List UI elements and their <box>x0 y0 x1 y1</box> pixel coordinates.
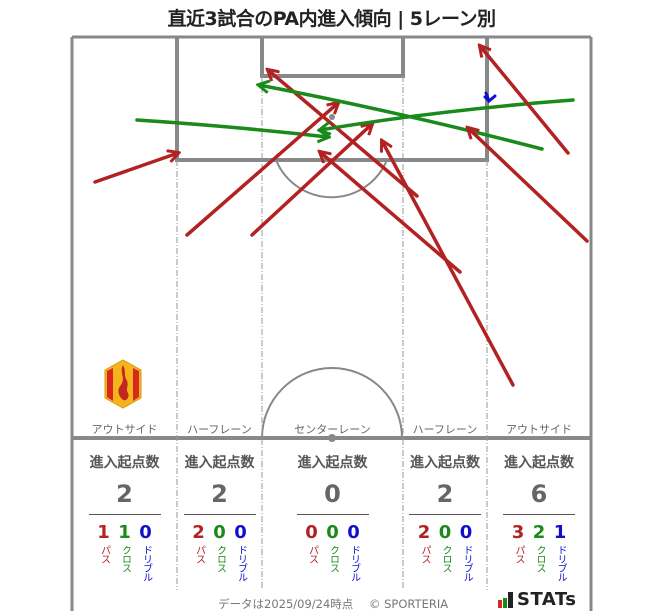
dribble-label: ドリブル <box>348 545 360 581</box>
lane-label-right-halfspace: ハーフレーン <box>412 423 478 436</box>
stats-header: 進入起点数 <box>504 455 574 471</box>
pass-arrow <box>185 103 338 237</box>
cross-label: クロス <box>534 545 545 572</box>
cross-count: 0 <box>213 522 226 543</box>
bar-chart-logo-icon <box>498 591 513 608</box>
lane-stats-right-outside: 進入起点数 6 3 パス 2 クロス 1 ドリブル <box>487 452 591 581</box>
stats-header: 進入起点数 <box>184 455 255 471</box>
cross-count: 0 <box>326 522 339 543</box>
pass-arrow <box>93 153 178 184</box>
dribble-count: 0 <box>347 522 360 543</box>
team-crest-icon <box>104 359 142 409</box>
divider <box>409 514 481 515</box>
pass-count: 0 <box>305 522 318 543</box>
cross-arrow <box>135 118 328 137</box>
dribble-count: 0 <box>459 522 473 543</box>
dribble-label: ドリブル <box>555 545 566 581</box>
dribble-count: 1 <box>553 522 567 543</box>
dribble-arrow <box>483 91 497 104</box>
entry-total: 2 <box>436 480 454 508</box>
pass-count: 1 <box>97 522 110 543</box>
lane-stats-center: 進入起点数 0 0 パス 0 クロス 0 ドリブル <box>262 452 403 581</box>
stats-logo: STATs <box>498 589 576 610</box>
lane-stats-right-halfspace: 進入起点数 2 2 パス 0 クロス 0 ドリブル <box>403 452 487 581</box>
brand-name: STATs <box>517 589 577 610</box>
entry-total: 6 <box>530 480 548 508</box>
copyright: © SPORTERIA <box>368 597 449 611</box>
data-date: データは2025/09/24時点 <box>218 597 354 611</box>
dribble-count: 0 <box>234 522 247 543</box>
dribble-count: 0 <box>139 522 152 543</box>
lane-label-right-outside: アウトサイド <box>506 423 572 436</box>
entry-total: 0 <box>324 480 341 508</box>
penalty-spot <box>329 114 335 120</box>
lane-label-left-outside: アウトサイド <box>91 423 158 436</box>
dribble-label: ドリブル <box>461 545 472 581</box>
chart-title: 直近3試合のPA内進入傾向 | 5レーン別 <box>167 8 496 30</box>
cross-label: クロス <box>214 545 226 572</box>
lane-label-left-halfspace: ハーフレーン <box>187 423 252 436</box>
divider <box>296 514 369 515</box>
lane-label-center: センターレーン <box>294 423 371 436</box>
dribble-label: ドリブル <box>140 545 152 581</box>
cross-label: クロス <box>327 545 339 572</box>
divider <box>503 514 575 515</box>
pass-label: パス <box>513 545 524 563</box>
pass-label: パス <box>306 545 318 563</box>
footer-note: データは2025/09/24時点 © SPORTERIA <box>218 596 448 612</box>
cross-count: 0 <box>438 522 452 543</box>
dribble-label: ドリブル <box>235 545 247 581</box>
entry-total: 2 <box>116 480 133 508</box>
cross-count: 2 <box>532 522 546 543</box>
pass-label: パス <box>193 545 205 563</box>
pass-label: パス <box>419 545 430 563</box>
divider <box>183 514 256 515</box>
stats-header: 進入起点数 <box>89 455 160 471</box>
cross-arrow <box>320 98 575 130</box>
entry-arrows <box>93 46 589 387</box>
entry-total: 2 <box>211 480 228 508</box>
pass-arrow <box>382 141 515 387</box>
cross-count: 1 <box>118 522 131 543</box>
pass-arrow <box>468 128 589 243</box>
pass-arrow <box>320 152 462 274</box>
centre-spot <box>328 434 336 442</box>
pass-count: 2 <box>417 522 431 543</box>
lane-stats-left-outside: 進入起点数 2 1 パス 1 クロス 0 ドリブル <box>72 452 177 581</box>
pass-label: パス <box>98 545 110 563</box>
divider <box>88 514 161 515</box>
pass-count: 3 <box>511 522 525 543</box>
lane-stats-left-halfspace: 進入起点数 2 2 パス 0 クロス 0 ドリブル <box>177 452 262 581</box>
cross-label: クロス <box>440 545 451 572</box>
stats-header: 進入起点数 <box>410 455 480 471</box>
stats-header: 進入起点数 <box>297 455 368 471</box>
pass-arrow <box>480 46 570 155</box>
pass-count: 2 <box>192 522 205 543</box>
cross-arrow <box>259 85 544 151</box>
cross-label: クロス <box>119 545 131 572</box>
